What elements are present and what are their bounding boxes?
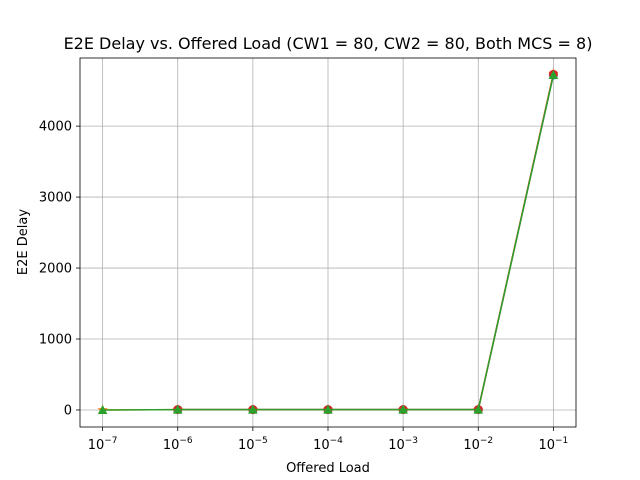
x-axis-label: Offered Load xyxy=(286,461,370,476)
x-tick-label: 10−5 xyxy=(238,436,268,453)
y-tick-label: 2000 xyxy=(39,262,72,277)
x-axis: 10−7 10−6 10−5 10−4 10−3 10−2 10−1 xyxy=(88,427,568,453)
y-tick-label: 0 xyxy=(64,403,72,418)
series-2 xyxy=(173,69,558,415)
series-line xyxy=(177,74,555,411)
y-axis: 0 1000 2000 3000 4000 xyxy=(39,120,80,418)
x-tick-label: 10−3 xyxy=(388,436,418,453)
y-tick-label: 1000 xyxy=(39,333,72,348)
data-point xyxy=(473,404,484,414)
x-tick-label: 10−1 xyxy=(538,436,568,453)
series-line xyxy=(177,74,555,411)
data-point xyxy=(323,404,333,414)
data-point xyxy=(548,70,559,80)
x-tick-label: 10−4 xyxy=(313,436,343,453)
data-point xyxy=(97,404,108,414)
y-tick-label: 3000 xyxy=(39,191,72,206)
y-axis-label: E2E Delay xyxy=(16,209,31,275)
data-point xyxy=(172,404,183,414)
series-layer xyxy=(97,68,559,415)
x-tick-label: 10−2 xyxy=(463,436,493,453)
data-point xyxy=(248,404,258,414)
y-tick-label: 4000 xyxy=(39,120,72,135)
series-3 xyxy=(97,70,559,414)
chart-title: E2E Delay vs. Offered Load (CW1 = 80, CW… xyxy=(64,34,593,53)
data-point xyxy=(398,404,408,414)
series-0 xyxy=(173,70,558,415)
x-tick-label: 10−6 xyxy=(163,436,193,453)
grid xyxy=(80,58,576,427)
x-tick-label: 10−7 xyxy=(88,436,118,453)
